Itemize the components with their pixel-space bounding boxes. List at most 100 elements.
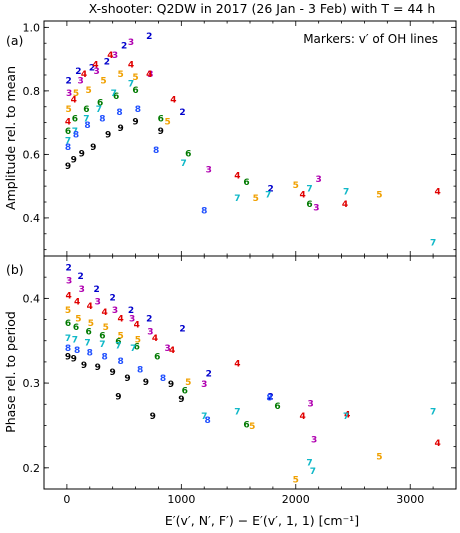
point-b-v4: 4 [65, 292, 71, 302]
point-a-v8: 8 [99, 114, 105, 124]
point-b-v6: 6 [86, 327, 92, 337]
point-b-v4: 4 [234, 359, 240, 369]
point-a-v5: 5 [164, 118, 170, 128]
point-b-v3: 3 [129, 315, 135, 325]
point-a-v7: 7 [83, 114, 89, 124]
point-b-v2: 2 [146, 315, 152, 325]
point-a-v8: 8 [84, 121, 90, 131]
point-a-v2: 2 [89, 64, 95, 74]
point-a-v7: 7 [306, 184, 312, 194]
point-a-v2: 2 [146, 32, 152, 42]
point-a-v4: 4 [146, 70, 152, 80]
point-b-v6: 6 [73, 323, 79, 333]
point-b-v7: 7 [306, 459, 312, 469]
point-a-v2: 2 [75, 67, 81, 77]
point-a-v7: 7 [430, 238, 436, 248]
point-a-v3: 3 [313, 203, 319, 213]
point-a-v8: 8 [201, 207, 207, 217]
point-b-v8: 8 [205, 416, 211, 426]
point-b-v7: 7 [72, 336, 78, 346]
point-b-v7: 7 [99, 340, 105, 350]
point-b-v3: 3 [66, 276, 72, 286]
panel-a: (a) Markers: v′ of OH lines Amplitude re… [3, 20, 457, 257]
point-b-v3: 3 [311, 436, 317, 446]
point-b-v5: 5 [103, 323, 109, 333]
point-b-v7: 7 [310, 467, 316, 477]
point-b-v6: 6 [154, 353, 160, 363]
point-b-v7: 7 [65, 334, 71, 344]
point-b-v2: 2 [128, 306, 134, 316]
point-a-v9: 9 [79, 149, 85, 159]
point-a-v5: 5 [293, 181, 299, 191]
point-b-v8: 8 [118, 357, 124, 367]
point-a-v6: 6 [83, 105, 89, 115]
point-a-v2: 2 [121, 41, 127, 51]
point-b-v4: 4 [134, 320, 140, 330]
point-a-v3: 3 [112, 51, 118, 61]
point-b-v4: 4 [102, 308, 108, 318]
point-a-v9: 9 [118, 124, 124, 134]
panel-b-label: (b) [6, 262, 24, 277]
point-b-v5: 5 [65, 306, 71, 316]
point-a-v4: 4 [170, 95, 176, 105]
point-b-v9: 9 [178, 395, 184, 405]
point-a-v3: 3 [77, 76, 83, 86]
point-b-v6: 6 [99, 331, 105, 341]
x-tick-label: 1000 [167, 493, 195, 506]
point-a-v5: 5 [100, 76, 106, 86]
point-b-v8: 8 [160, 374, 166, 384]
point-a-v5: 5 [253, 194, 259, 204]
y-tick-label: 0.3 [23, 377, 41, 390]
point-a-v3: 3 [316, 175, 322, 185]
point-a-v6: 6 [97, 99, 103, 109]
point-a-v6: 6 [113, 92, 119, 102]
point-b-v3: 3 [201, 380, 207, 390]
point-a-v9: 9 [90, 143, 96, 153]
x-tick-label: 0 [63, 493, 70, 506]
point-b-v9: 9 [71, 354, 77, 364]
point-b-v3: 3 [79, 285, 85, 295]
panel-b: (b) Phase rel. to period 0 1000 2000 3000 0.… [3, 255, 457, 506]
point-b-v7: 7 [84, 338, 90, 348]
point-b-v3: 3 [164, 344, 170, 354]
point-a-v8: 8 [116, 108, 122, 118]
point-a-v9: 9 [71, 156, 77, 166]
point-a-v6: 6 [243, 178, 249, 188]
point-b-v6: 6 [182, 387, 188, 397]
point-a-v7: 7 [128, 80, 134, 90]
panel-b-frame [43, 255, 457, 490]
y-tick-label: 0.6 [23, 148, 41, 161]
point-a-v4: 4 [107, 51, 113, 61]
point-b-v9: 9 [95, 363, 101, 373]
y-tick-label: 0.8 [23, 85, 41, 98]
panel-a-ylabel: Amplitude rel. to mean [3, 66, 18, 210]
point-b-v9: 9 [143, 378, 149, 388]
point-a-v7: 7 [111, 89, 117, 99]
point-a-v6: 6 [132, 86, 138, 96]
point-b-v2: 2 [77, 272, 83, 282]
point-a-v5: 5 [65, 105, 71, 115]
point-b-v4: 4 [87, 302, 93, 312]
figure-title: X-shooter: Q2DW in 2017 (26 Jan - 3 Feb)… [89, 1, 436, 16]
point-b-v3: 3 [95, 298, 101, 308]
point-b-v9: 9 [81, 361, 87, 371]
point-a-v4: 4 [234, 172, 240, 182]
x-tick-label: 2000 [282, 493, 310, 506]
point-b-v7: 7 [234, 408, 240, 418]
point-a-v6: 6 [185, 149, 191, 159]
point-a-v3: 3 [147, 70, 153, 80]
point-b-v4: 4 [118, 315, 124, 325]
point-b-v4: 4 [169, 346, 175, 356]
panel-a-label: (a) [6, 33, 23, 48]
point-b-v3: 3 [308, 399, 314, 409]
panel-a-annotation: Markers: v′ of OH lines [303, 32, 438, 46]
point-a-v7: 7 [96, 105, 102, 115]
point-a-v4: 4 [71, 95, 77, 105]
panel-a-ticks: 0.4 0.6 0.8 1.0 [23, 21, 457, 256]
point-b-v4: 4 [74, 298, 80, 308]
point-b-v3: 3 [112, 306, 118, 316]
point-a-v8: 8 [153, 146, 159, 156]
point-a-v4: 4 [81, 70, 87, 80]
